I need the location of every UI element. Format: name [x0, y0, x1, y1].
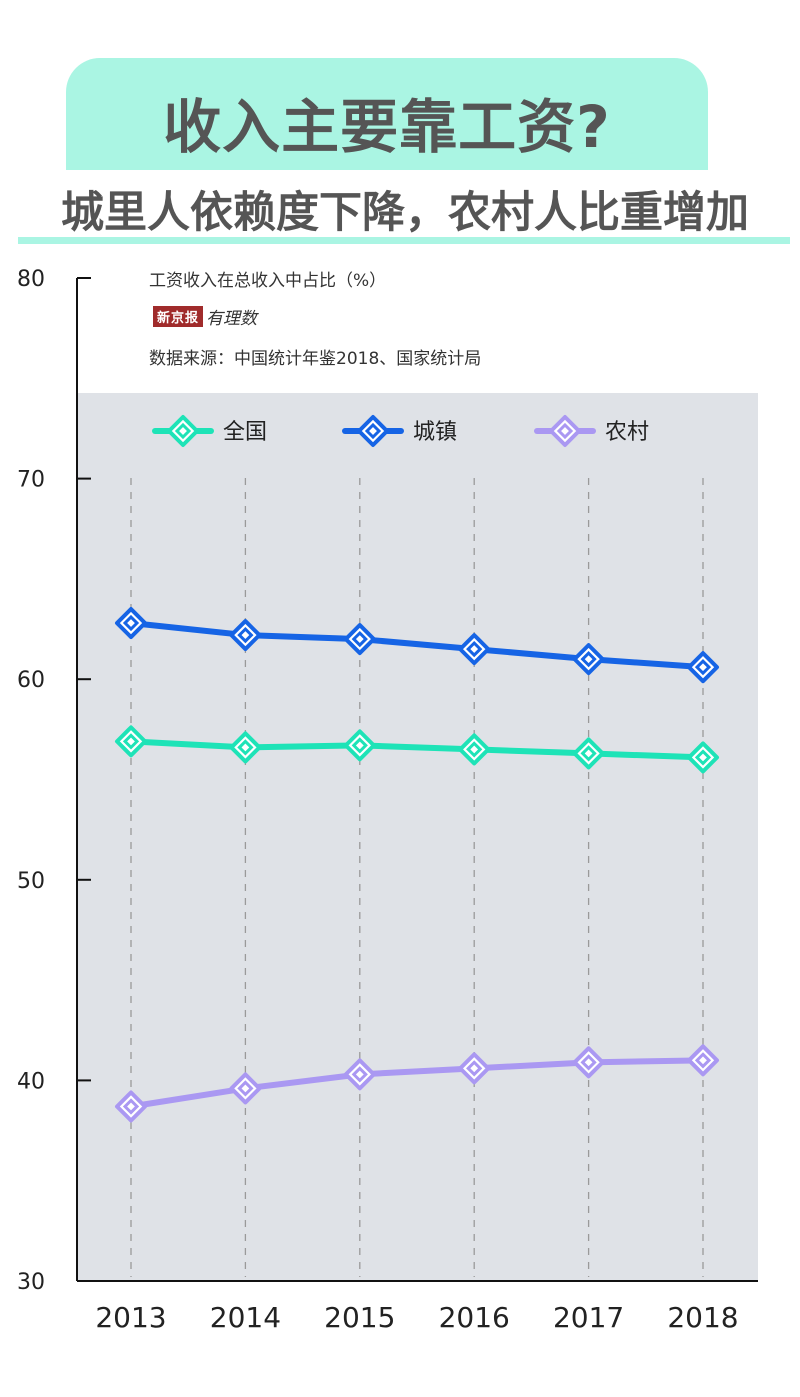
legend-item-2: 农村: [534, 415, 649, 447]
y-tick-label-40: 40: [17, 1069, 45, 1094]
y-tick-label-60: 60: [17, 668, 45, 693]
data-point-1-2018: [687, 651, 719, 684]
data-point-2-2016: [458, 1052, 491, 1085]
plot-area-background: [77, 393, 758, 1282]
axes: 30 40 50 60 70 80 2013 2014 2015 2016 2017 2018: [17, 267, 758, 1334]
legend-marker-1: [357, 415, 389, 447]
logo-script-text: 有理数: [206, 309, 258, 329]
page-title: 收入主要靠工资?: [163, 93, 611, 161]
data-point-2-2013: [115, 1090, 147, 1123]
legend-item-0: 全国: [152, 415, 267, 447]
data-point-1-2013: [115, 607, 147, 640]
data-point-0-2017: [572, 737, 605, 770]
data-point-1-2014: [229, 619, 262, 652]
data-point-0-2013: [115, 725, 147, 758]
series-line-1: [128, 620, 706, 671]
x-tick-label-2015: 2015: [324, 1301, 395, 1334]
data-point-2-2017: [572, 1046, 605, 1079]
data-point-2-2018: [687, 1044, 719, 1077]
legend-label-2: 农村: [605, 420, 649, 445]
legend-label-1: 城镇: [413, 420, 457, 445]
x-tick-label-2014: 2014: [210, 1301, 281, 1334]
publisher-logo: 新京报 有理数: [153, 304, 257, 329]
series-line-0: [128, 738, 706, 761]
y-tick-label-30: 30: [17, 1270, 45, 1295]
source-note: 数据来源：中国统计年鉴2018、国家统计局: [149, 349, 482, 369]
legend: 全国 城镇 农村: [152, 415, 649, 447]
unit-label: 工资收入在总收入中占比（%）: [149, 271, 387, 291]
data-point-1-2017: [572, 643, 605, 676]
data-point-0-2015: [343, 729, 376, 762]
series-lines: [115, 607, 719, 1123]
legend-item-1: 城镇: [342, 415, 457, 447]
logo-box-text: 新京报: [153, 306, 204, 327]
data-point-0-2014: [229, 731, 262, 764]
series-line-2: [128, 1057, 706, 1110]
subtitle-underline: [18, 237, 790, 244]
legend-marker-2: [549, 415, 581, 447]
y-tick-label-80: 80: [17, 267, 45, 292]
y-tick-label-70: 70: [17, 468, 45, 493]
data-point-2-2015: [343, 1058, 376, 1091]
x-tick-label-2013: 2013: [95, 1301, 166, 1334]
title-banner: [66, 58, 708, 170]
y-tick-label-50: 50: [17, 869, 45, 894]
x-tick-label-2017: 2017: [553, 1301, 624, 1334]
legend-marker-0: [167, 415, 199, 447]
data-point-0-2016: [458, 733, 491, 766]
x-tick-label-2016: 2016: [439, 1301, 510, 1334]
data-point-1-2015: [343, 623, 376, 656]
page-subtitle: 城里人依赖度下降，农村人比重增加: [61, 188, 749, 238]
grid-lines: [130, 478, 704, 1277]
data-point-2-2014: [229, 1072, 262, 1105]
data-point-0-2018: [687, 741, 719, 774]
x-tick-label-2018: 2018: [667, 1301, 738, 1334]
legend-label-0: 全国: [223, 420, 267, 445]
data-point-1-2016: [458, 633, 491, 666]
